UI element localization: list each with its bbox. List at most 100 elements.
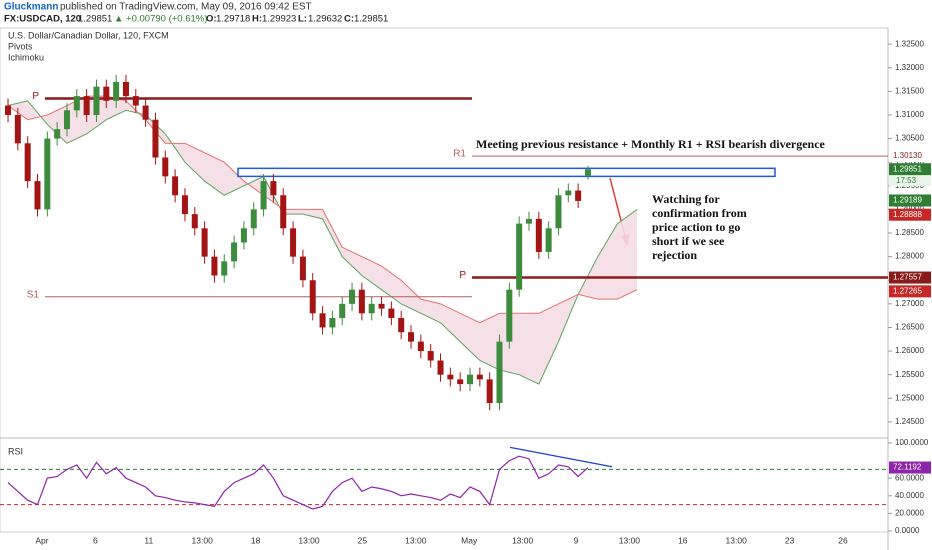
candle-body (142, 105, 149, 120)
candle-body (152, 119, 159, 158)
header-text: C: (344, 14, 354, 25)
rsi-tick-label: 0.0000 (895, 526, 920, 535)
author[interactable]: Gluckmann (4, 2, 58, 13)
annotation: confirmation from (652, 206, 747, 220)
candle-body (5, 105, 11, 115)
candle-body (181, 195, 188, 215)
candle-body (584, 169, 591, 176)
candle-body (250, 209, 257, 229)
candle-body (113, 81, 120, 101)
cloud (8, 96, 638, 385)
y-tick-label: 1.27000 (895, 299, 924, 308)
candle-body (358, 289, 365, 314)
candle-body (290, 228, 297, 257)
candle-body (417, 341, 424, 352)
candle-body (221, 261, 228, 276)
candle-body (516, 223, 523, 290)
candle-body (260, 181, 267, 210)
y-tick-label: 1.25500 (895, 370, 924, 379)
rsi-tick-label: 20.0000 (895, 509, 924, 518)
header-text: O: (206, 14, 217, 25)
candle-body (54, 129, 61, 139)
candle-body (457, 379, 464, 385)
header-text: H: (252, 14, 262, 25)
price-marker (889, 285, 931, 298)
x-tick-label: 13:00 (192, 535, 214, 545)
price-marker (889, 461, 931, 474)
candle-body (162, 157, 169, 177)
candle-body (388, 308, 395, 319)
price-marker (889, 271, 931, 284)
candle-body (122, 81, 129, 97)
x-tick-label: May (461, 535, 478, 545)
candle-body (535, 218, 542, 252)
header-text: 1.29851 (354, 14, 388, 25)
candle-body (339, 303, 346, 319)
candle-body (525, 218, 532, 224)
header-text: ▲ +0.00790 (+0.61%) (114, 14, 207, 25)
y-tick-label: 1.25000 (895, 393, 924, 402)
annotation: price action to go (652, 220, 740, 234)
rsi-title: RSI (8, 446, 23, 456)
candle-body (486, 379, 493, 404)
candle-body (211, 256, 218, 276)
header-text: 1.29632 (308, 14, 342, 25)
x-tick-label: 6 (93, 535, 98, 545)
candle-body (132, 96, 139, 106)
candle-body (506, 289, 513, 342)
candle-body (447, 374, 454, 380)
candle-body (280, 195, 287, 229)
x-tick-label: 13:00 (619, 535, 641, 545)
header-text: FX:USDCAD, 120 (4, 14, 81, 25)
annotation: short if we see (652, 234, 725, 248)
candle-body (34, 181, 41, 210)
y-tick-label: 1.28500 (895, 228, 924, 237)
candle-body (309, 280, 316, 314)
candle-body (172, 176, 179, 196)
price-marker-label: 1.27265 (893, 286, 922, 295)
rsi-tick-label: 100.0000 (895, 438, 929, 447)
candle-body (427, 351, 434, 361)
candle-body (231, 242, 238, 262)
candle-body (496, 341, 503, 404)
candle-body (93, 86, 100, 115)
x-tick-label: Apr (35, 535, 48, 545)
candle-body (73, 96, 80, 111)
pivot-label: R1 (453, 149, 466, 160)
candle-body (476, 374, 483, 380)
candle-body (83, 96, 90, 115)
candle-body (467, 374, 474, 385)
rsi-tick-label: 40.0000 (895, 491, 924, 500)
y-tick-label: 1.26000 (895, 346, 924, 355)
candle-body (408, 332, 415, 342)
annotation: Meeting previous resistance + Monthly R1… (476, 137, 826, 151)
rsi-line (7, 455, 589, 510)
pivot-label: S1 (27, 289, 40, 300)
x-tick-label: 13:00 (726, 535, 748, 545)
x-tick-label: 11 (144, 535, 153, 545)
candle-body (329, 318, 336, 328)
x-tick-label: 25 (358, 535, 368, 545)
header-text: 1.29718 (216, 14, 250, 25)
annotation: rejection (652, 248, 697, 262)
candle-body (565, 190, 572, 196)
price-marker (889, 150, 931, 163)
candle-body (270, 181, 277, 196)
resistance-zone (237, 167, 776, 178)
candle-body (319, 313, 326, 328)
x-tick-label: 23 (785, 535, 795, 545)
candle-body (555, 195, 562, 229)
candle-body (103, 86, 110, 101)
annotation: Watching for (652, 192, 720, 206)
x-tick-label: 9 (574, 535, 579, 545)
pivot-label: P (32, 91, 39, 102)
y-tick-label: 1.32000 (895, 63, 924, 72)
candle-body (240, 228, 247, 243)
price-marker-label: 1.29189 (893, 196, 922, 205)
x-tick-label: 13:00 (405, 535, 427, 545)
x-tick-label: 13:00 (298, 535, 320, 545)
candle-body (24, 143, 31, 182)
candle-body (545, 228, 552, 252)
